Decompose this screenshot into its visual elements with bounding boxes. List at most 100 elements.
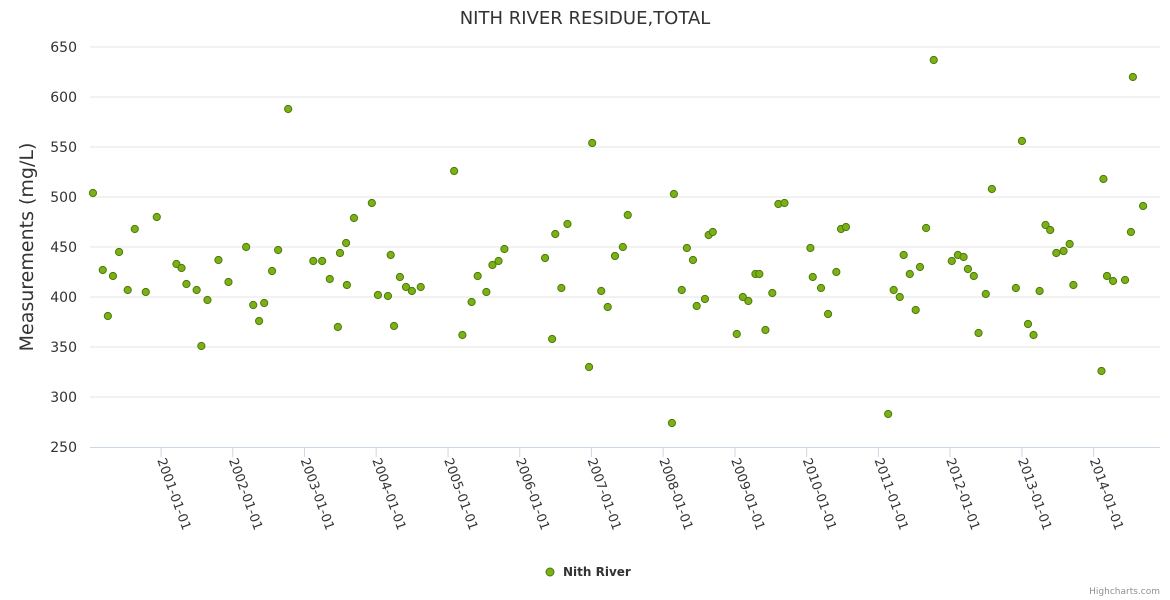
data-point[interactable] bbox=[401, 282, 411, 292]
data-point[interactable] bbox=[333, 322, 342, 332]
data-point[interactable] bbox=[974, 328, 983, 338]
data-point[interactable] bbox=[1099, 174, 1108, 184]
data-point[interactable] bbox=[755, 269, 764, 279]
data-point[interactable] bbox=[114, 247, 124, 257]
data-point[interactable] bbox=[551, 229, 560, 239]
data-point[interactable] bbox=[959, 252, 968, 262]
series-nith-river[interactable] bbox=[88, 55, 1148, 428]
data-point[interactable] bbox=[342, 238, 351, 248]
data-point[interactable] bbox=[416, 282, 425, 292]
data-point[interactable] bbox=[88, 188, 98, 198]
data-point[interactable] bbox=[367, 198, 376, 208]
data-point[interactable] bbox=[214, 255, 223, 265]
data-point[interactable] bbox=[1035, 286, 1044, 296]
data-point[interactable] bbox=[1102, 271, 1112, 281]
data-point[interactable] bbox=[255, 316, 264, 326]
data-point[interactable] bbox=[373, 290, 383, 300]
legend-item-nith-river[interactable]: Nith River bbox=[563, 565, 631, 579]
data-point[interactable] bbox=[192, 285, 201, 295]
data-point[interactable] bbox=[823, 309, 833, 319]
data-point[interactable] bbox=[267, 266, 277, 276]
data-point[interactable] bbox=[603, 302, 612, 312]
data-point[interactable] bbox=[588, 138, 597, 148]
data-point[interactable] bbox=[182, 279, 191, 289]
data-point[interactable] bbox=[141, 287, 150, 297]
data-point[interactable] bbox=[342, 280, 351, 290]
data-point[interactable] bbox=[768, 288, 777, 298]
data-point[interactable] bbox=[260, 298, 269, 308]
data-point[interactable] bbox=[688, 255, 698, 265]
data-point[interactable] bbox=[395, 272, 405, 282]
data-point[interactable] bbox=[597, 286, 606, 296]
data-point[interactable] bbox=[203, 295, 212, 305]
data-point[interactable] bbox=[1041, 220, 1050, 230]
data-point[interactable] bbox=[540, 253, 550, 263]
data-point[interactable] bbox=[1023, 319, 1033, 329]
data-point[interactable] bbox=[899, 250, 908, 260]
data-point[interactable] bbox=[841, 222, 851, 232]
data-point[interactable] bbox=[1017, 136, 1027, 146]
data-point[interactable] bbox=[808, 272, 817, 282]
data-point[interactable] bbox=[458, 330, 467, 340]
data-point[interactable] bbox=[584, 362, 594, 372]
data-point[interactable] bbox=[889, 285, 898, 295]
data-point[interactable] bbox=[349, 213, 359, 223]
data-point[interactable] bbox=[969, 271, 978, 281]
data-point[interactable] bbox=[500, 244, 509, 254]
data-point[interactable] bbox=[1011, 283, 1020, 293]
data-point[interactable] bbox=[548, 334, 557, 344]
data-point[interactable] bbox=[108, 271, 118, 281]
data-point[interactable] bbox=[494, 256, 503, 266]
data-point[interactable] bbox=[197, 341, 206, 351]
data-point[interactable] bbox=[780, 198, 789, 208]
data-point[interactable] bbox=[467, 297, 476, 307]
data-point[interactable] bbox=[610, 251, 620, 261]
data-point[interactable] bbox=[1126, 227, 1136, 237]
data-point[interactable] bbox=[482, 287, 491, 297]
data-point[interactable] bbox=[669, 189, 679, 199]
data-point[interactable] bbox=[915, 262, 925, 272]
data-point[interactable] bbox=[708, 227, 717, 237]
data-point[interactable] bbox=[1069, 280, 1078, 290]
data-point[interactable] bbox=[130, 224, 139, 234]
data-point[interactable] bbox=[473, 271, 482, 281]
credits-link[interactable]: Highcharts.com bbox=[1089, 587, 1160, 597]
data-point[interactable] bbox=[224, 277, 233, 287]
data-point[interactable] bbox=[884, 409, 893, 419]
data-point[interactable] bbox=[1065, 239, 1074, 249]
data-point[interactable] bbox=[905, 269, 914, 279]
data-point[interactable] bbox=[618, 242, 627, 252]
data-point[interactable] bbox=[806, 243, 815, 253]
data-point[interactable] bbox=[98, 265, 107, 275]
data-point[interactable] bbox=[947, 256, 956, 266]
data-point[interactable] bbox=[563, 219, 572, 229]
data-point[interactable] bbox=[249, 300, 258, 310]
data-point[interactable] bbox=[700, 294, 710, 304]
data-point[interactable] bbox=[816, 283, 826, 293]
data-point[interactable] bbox=[667, 418, 677, 428]
data-point[interactable] bbox=[389, 321, 399, 331]
data-point[interactable] bbox=[386, 250, 395, 260]
data-point[interactable] bbox=[744, 296, 753, 306]
data-point[interactable] bbox=[1052, 248, 1061, 258]
data-point[interactable] bbox=[929, 55, 938, 65]
data-point[interactable] bbox=[692, 301, 701, 311]
data-point[interactable] bbox=[1108, 276, 1118, 286]
data-point[interactable] bbox=[383, 291, 393, 301]
data-point[interactable] bbox=[242, 242, 251, 252]
data-point[interactable] bbox=[309, 256, 318, 266]
data-point[interactable] bbox=[1046, 225, 1055, 235]
data-point[interactable] bbox=[123, 285, 132, 295]
data-point[interactable] bbox=[1139, 201, 1148, 211]
data-point[interactable] bbox=[921, 223, 931, 233]
data-point[interactable] bbox=[103, 311, 112, 321]
legend[interactable]: Nith River bbox=[545, 565, 631, 579]
data-point[interactable] bbox=[895, 292, 904, 302]
data-point[interactable] bbox=[1029, 330, 1038, 340]
data-point[interactable] bbox=[450, 166, 459, 176]
data-point[interactable] bbox=[335, 248, 345, 258]
data-point[interactable] bbox=[987, 184, 996, 194]
data-point[interactable] bbox=[284, 104, 293, 114]
data-point[interactable] bbox=[488, 260, 497, 270]
data-point[interactable] bbox=[1059, 246, 1068, 256]
